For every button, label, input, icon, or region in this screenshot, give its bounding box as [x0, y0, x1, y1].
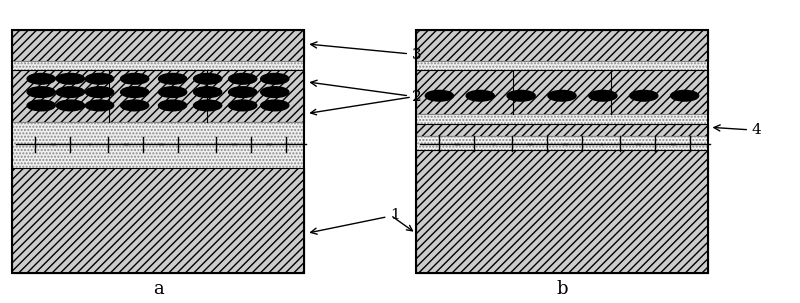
Circle shape: [261, 73, 289, 84]
Text: b: b: [556, 280, 568, 298]
Circle shape: [121, 87, 149, 98]
Bar: [12, 70, 304, 122]
Circle shape: [426, 90, 454, 101]
Circle shape: [229, 87, 257, 98]
Bar: [416, 70, 708, 114]
Circle shape: [56, 73, 85, 84]
Circle shape: [158, 87, 186, 98]
Text: 1: 1: [310, 208, 400, 234]
Bar: [416, 61, 708, 70]
Circle shape: [670, 90, 698, 101]
Circle shape: [194, 73, 222, 84]
Circle shape: [261, 100, 289, 111]
Circle shape: [194, 100, 222, 111]
Circle shape: [56, 100, 85, 111]
Circle shape: [56, 87, 85, 98]
Circle shape: [630, 90, 658, 101]
Circle shape: [229, 100, 257, 111]
Bar: [416, 150, 708, 273]
Circle shape: [589, 90, 617, 101]
Bar: [12, 61, 304, 70]
Circle shape: [261, 87, 289, 98]
Circle shape: [27, 73, 55, 84]
Circle shape: [86, 73, 114, 84]
Text: 4: 4: [714, 123, 762, 137]
Circle shape: [507, 90, 535, 101]
Circle shape: [121, 100, 149, 111]
Bar: [12, 168, 304, 273]
Circle shape: [466, 90, 494, 101]
Circle shape: [27, 87, 55, 98]
Bar: [12, 30, 304, 61]
Circle shape: [27, 100, 55, 111]
Bar: [416, 30, 708, 61]
Text: a: a: [153, 280, 163, 298]
Text: 2: 2: [310, 80, 422, 104]
Bar: [12, 30, 304, 273]
Circle shape: [86, 87, 114, 98]
Circle shape: [158, 100, 186, 111]
Circle shape: [229, 73, 257, 84]
Circle shape: [121, 73, 149, 84]
Circle shape: [548, 90, 576, 101]
Bar: [416, 124, 708, 136]
Text: 3: 3: [310, 42, 422, 62]
Bar: [416, 114, 708, 124]
Circle shape: [158, 73, 186, 84]
Circle shape: [86, 100, 114, 111]
Bar: [416, 136, 708, 150]
Circle shape: [194, 87, 222, 98]
Bar: [416, 30, 708, 273]
Bar: [12, 122, 304, 168]
